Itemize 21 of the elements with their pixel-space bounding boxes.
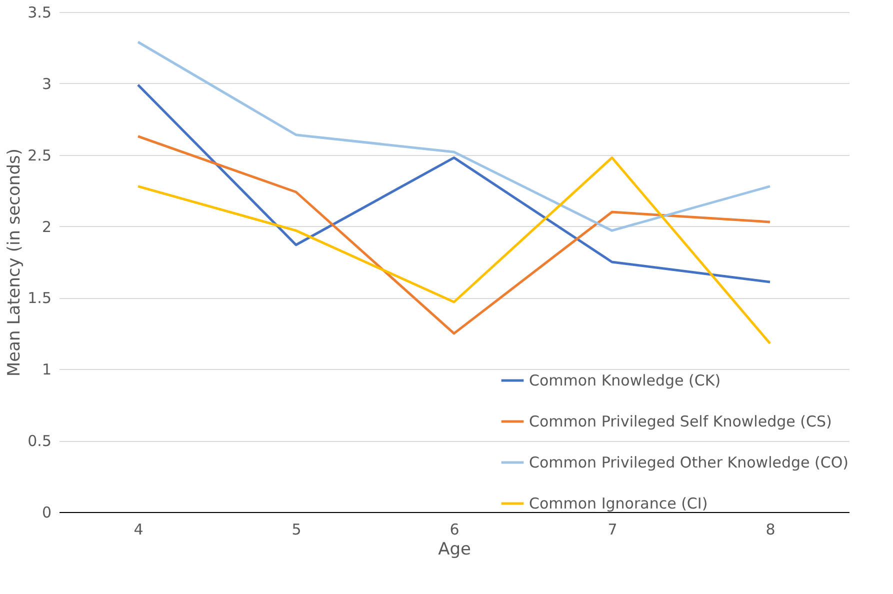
x-axis-title: Age [438, 540, 471, 560]
y-tick-label: 1.5 [28, 289, 52, 308]
legend-label: Common Privileged Self Knowledge (CS) [529, 412, 832, 430]
y-tick-label: 0.5 [28, 432, 52, 450]
y-tick-label: 1 [42, 360, 52, 379]
x-tick-label: 5 [292, 520, 302, 538]
y-tick-label: 3 [42, 74, 52, 93]
x-tick-label: 6 [450, 520, 460, 538]
y-tick-label: 3.5 [28, 4, 52, 22]
y-tick-label: 2 [42, 218, 52, 236]
y-tick-label: 2.5 [28, 146, 52, 164]
line-series [136, 84, 772, 284]
legend-label: Common Knowledge (CK) [529, 372, 721, 390]
x-tick-label: 8 [766, 520, 776, 538]
x-tick-label: 7 [608, 520, 618, 538]
legend-label: Common Privileged Other Knowledge (CO) [529, 454, 848, 472]
legend-label: Common Ignorance (CI) [529, 494, 708, 512]
y-tick-label: 0 [42, 504, 52, 522]
line-series [136, 40, 772, 232]
x-tick-label: 4 [134, 520, 144, 538]
y-axis-title: Mean Latency (in seconds) [4, 148, 25, 376]
